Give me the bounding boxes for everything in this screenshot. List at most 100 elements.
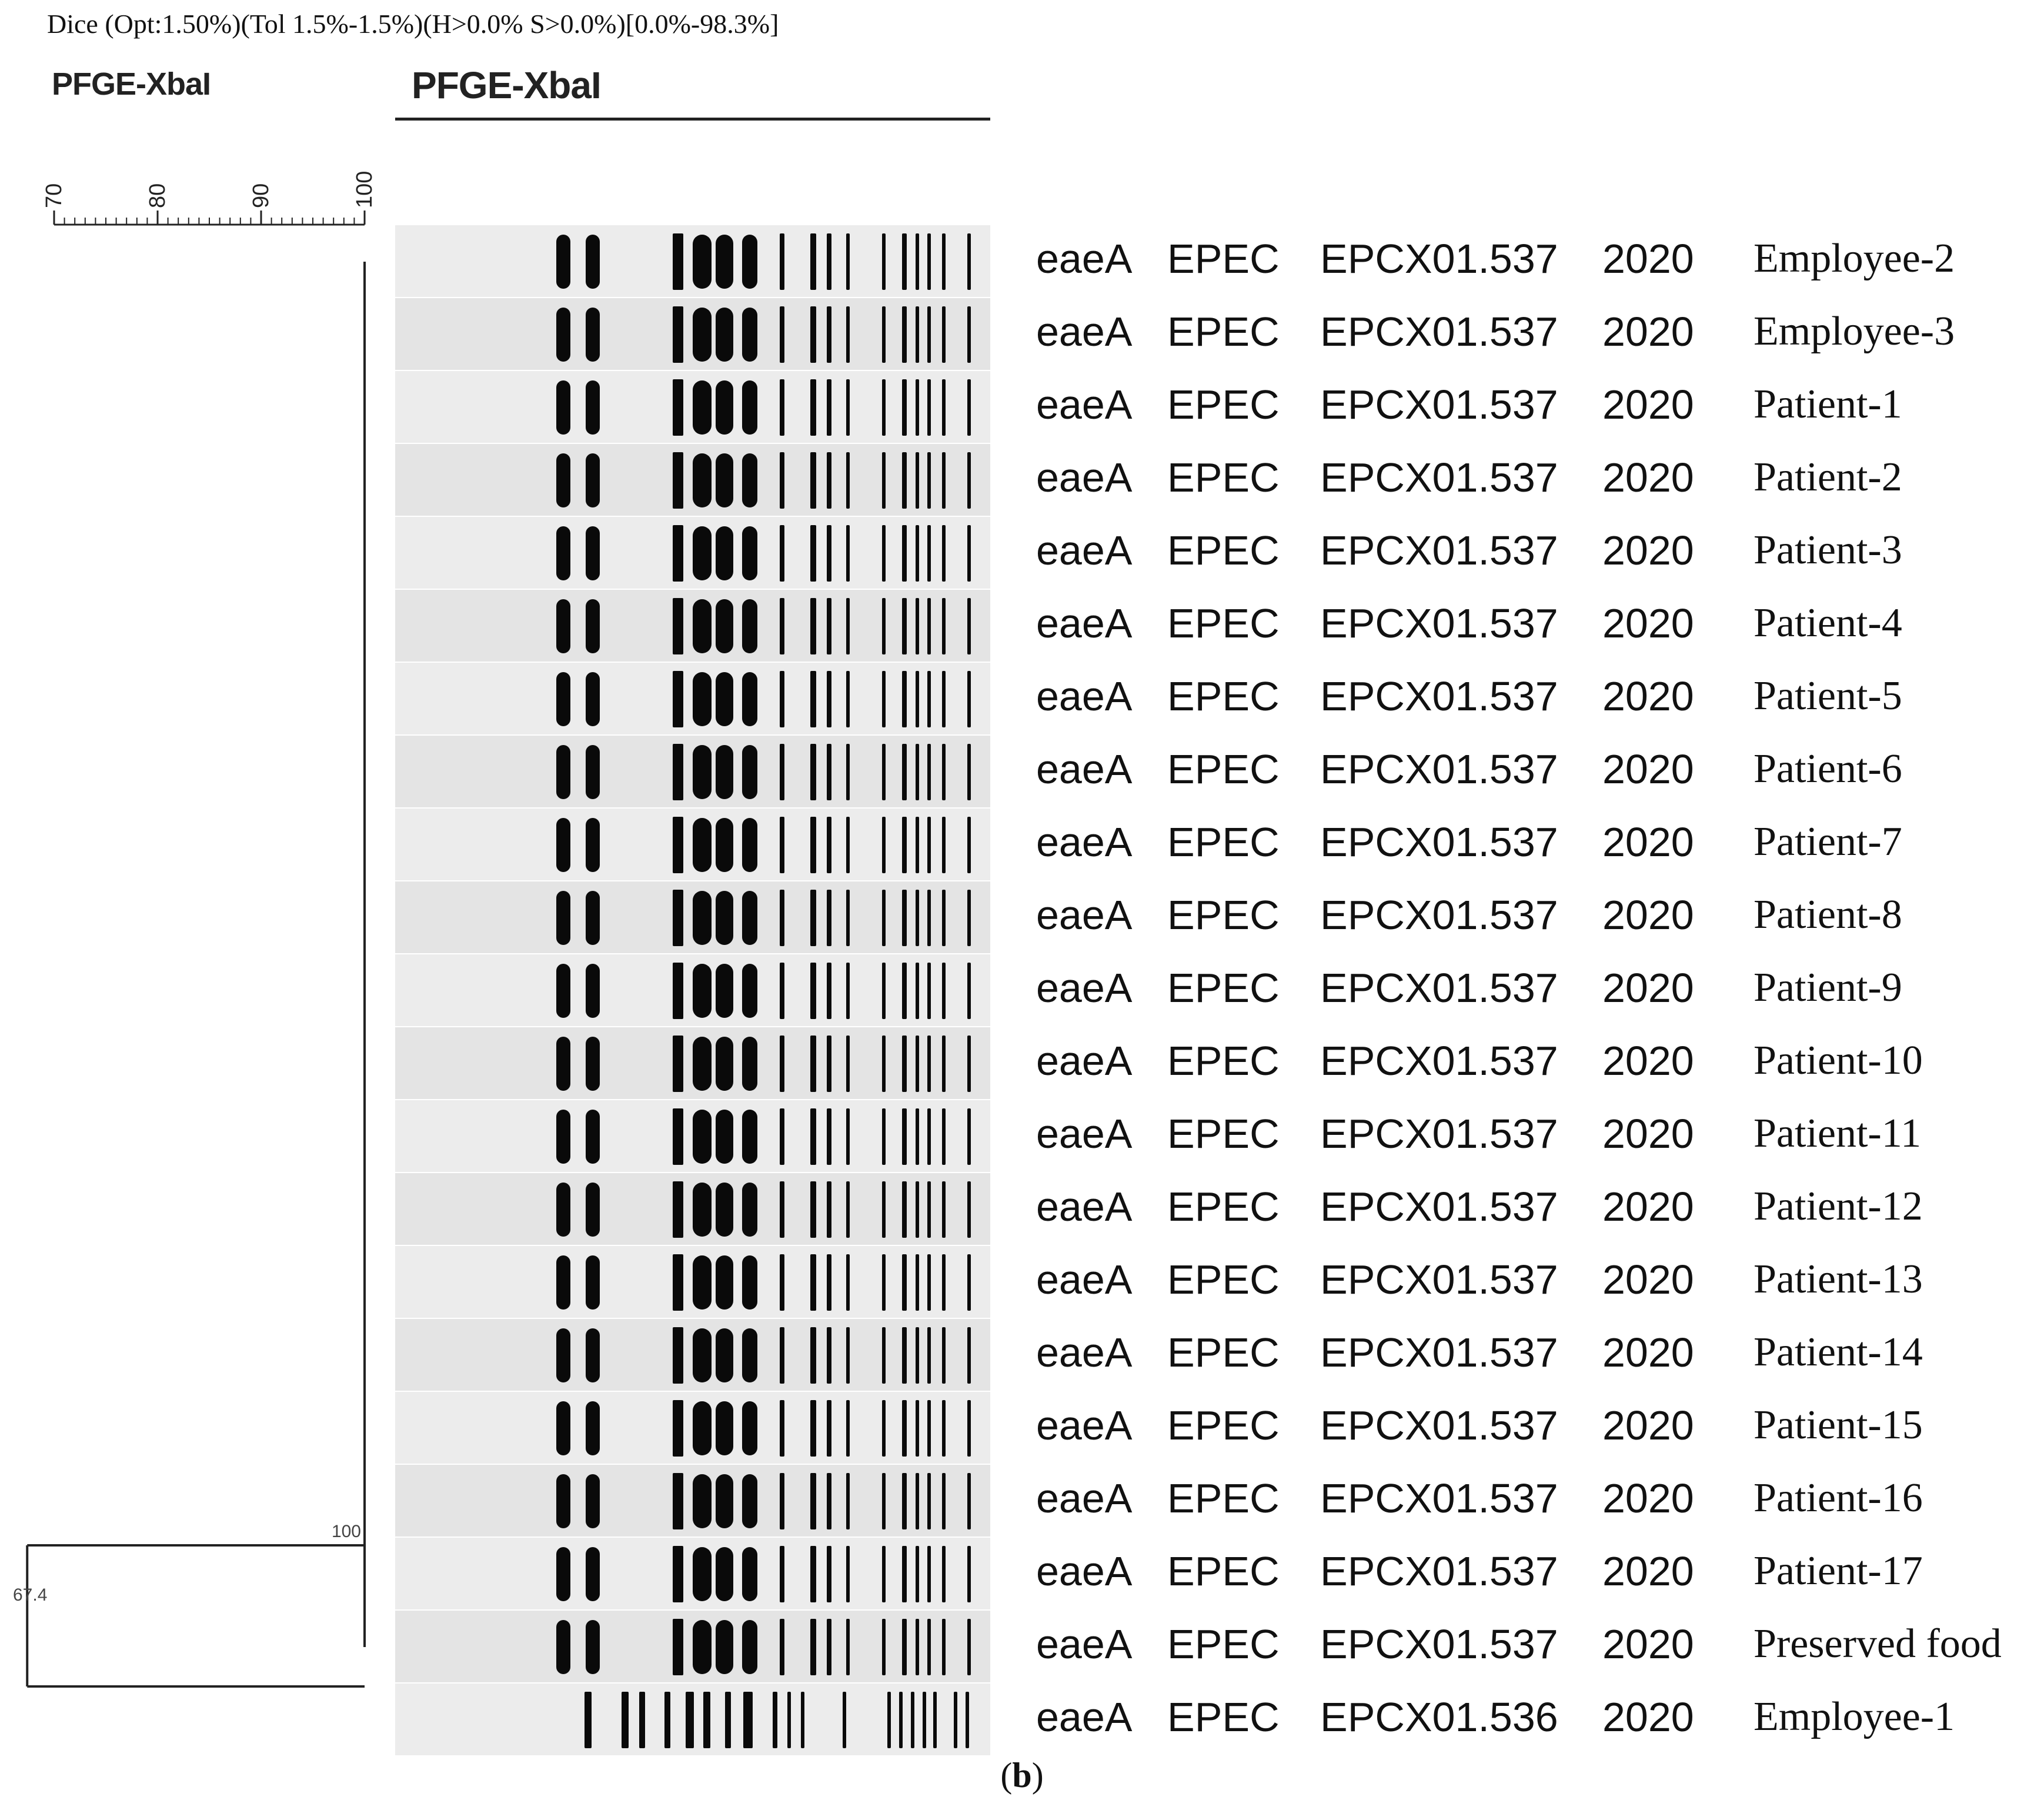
gel-band <box>942 1546 946 1602</box>
gel-band <box>693 1620 712 1674</box>
gel-band <box>586 453 600 507</box>
gel-band <box>693 1401 712 1455</box>
gel-band <box>902 744 907 800</box>
gel-band <box>586 1255 600 1310</box>
gel-band <box>693 964 712 1018</box>
gel-band <box>673 744 683 800</box>
gene-cell: eaeA <box>1036 746 1133 792</box>
gel-band <box>967 306 971 363</box>
pattern-cell: EPCX01.537 <box>1320 1184 1558 1230</box>
gel-band <box>927 744 931 800</box>
gel-band <box>927 963 931 1019</box>
pathotype-cell: EPEC <box>1167 236 1280 282</box>
gel-band <box>586 1401 600 1455</box>
gel-band <box>902 1619 907 1675</box>
analysis-header: Dice (Opt:1.50%)(Tol 1.5%-1.5%)(H>0.0% S… <box>47 9 779 39</box>
gel-band <box>846 1181 850 1238</box>
gel-band <box>801 1692 804 1748</box>
gene-cell: eaeA <box>1036 819 1133 865</box>
gel-band <box>586 818 600 872</box>
gene-cell: eaeA <box>1036 382 1133 427</box>
gel-band <box>673 1254 683 1311</box>
gel-band <box>673 1327 683 1384</box>
gel-band <box>967 1036 971 1092</box>
gel-band <box>942 233 946 290</box>
gel-band <box>556 672 570 726</box>
year-cell: 2020 <box>1602 1694 1694 1740</box>
gel-band <box>902 817 907 873</box>
gel-band <box>693 1547 712 1601</box>
gel-band <box>716 1328 733 1382</box>
gel-band <box>780 671 784 727</box>
gel-band <box>846 598 850 654</box>
gel-band <box>716 526 733 580</box>
gel-band <box>846 1254 850 1311</box>
gel-band <box>902 1254 907 1311</box>
source-cell: Patient-15 <box>1754 1402 1923 1448</box>
gel-band <box>882 1327 886 1384</box>
gene-cell: eaeA <box>1036 1621 1133 1667</box>
gel-band <box>673 1036 683 1092</box>
gel-band <box>967 1181 971 1238</box>
gel-band <box>846 1546 850 1602</box>
gel-band <box>742 1401 757 1455</box>
gel-band <box>787 1692 791 1748</box>
gel-band <box>927 525 931 582</box>
gel-band <box>846 817 850 873</box>
gel-band <box>716 1474 733 1528</box>
gel-band <box>693 526 712 580</box>
year-cell: 2020 <box>1602 1402 1694 1448</box>
experiment-label-gel: PFGE-XbaI <box>412 64 602 106</box>
gel-band <box>780 744 784 800</box>
gel-band <box>927 1036 931 1092</box>
gel-band <box>586 745 600 799</box>
gel-band <box>556 1255 570 1310</box>
gel-band <box>916 233 919 290</box>
pathotype-cell: EPEC <box>1167 1257 1280 1302</box>
gel-band <box>827 963 831 1019</box>
gel-band <box>693 1037 712 1091</box>
gel-band <box>742 235 757 289</box>
gel-band <box>967 1546 971 1602</box>
gel-band <box>693 672 712 726</box>
gel-band <box>916 1254 919 1311</box>
pattern-cell: EPCX01.537 <box>1320 1548 1558 1594</box>
gel-band <box>967 379 971 436</box>
gel-band <box>780 1400 784 1457</box>
gel-band <box>693 1110 712 1164</box>
gel-band <box>882 1036 886 1092</box>
gel-band <box>716 818 733 872</box>
pattern-cell: EPCX01.537 <box>1320 455 1558 500</box>
gel-band <box>916 1036 919 1092</box>
gel-band <box>693 1328 712 1382</box>
source-cell: Patient-5 <box>1754 673 1902 719</box>
gel-band <box>967 744 971 800</box>
source-cell: Patient-12 <box>1754 1184 1923 1229</box>
gel-band <box>742 745 757 799</box>
gel-band <box>780 525 784 582</box>
gel-band <box>742 672 757 726</box>
year-cell: 2020 <box>1602 309 1694 355</box>
source-cell: Patient-11 <box>1754 1111 1922 1156</box>
gel-band <box>902 233 907 290</box>
pattern-cell: EPCX01.537 <box>1320 673 1558 719</box>
gel-band <box>942 379 946 436</box>
gel-band <box>846 1473 850 1529</box>
gel-band <box>899 1692 903 1748</box>
gel-band <box>846 963 850 1019</box>
pattern-cell: EPCX01.536 <box>1320 1694 1558 1740</box>
year-cell: 2020 <box>1602 892 1694 938</box>
gel-band <box>846 1619 850 1675</box>
gel-band <box>942 1181 946 1238</box>
gel-band <box>902 306 907 363</box>
gel-band <box>780 817 784 873</box>
gel-band <box>810 1108 816 1165</box>
gel-band <box>882 1473 886 1529</box>
pattern-cell: EPCX01.537 <box>1320 1330 1558 1375</box>
gel-band <box>902 1327 907 1384</box>
gene-cell: eaeA <box>1036 1111 1133 1157</box>
gene-cell: eaeA <box>1036 309 1133 355</box>
gel-band <box>810 890 816 946</box>
gel-band <box>673 525 683 582</box>
